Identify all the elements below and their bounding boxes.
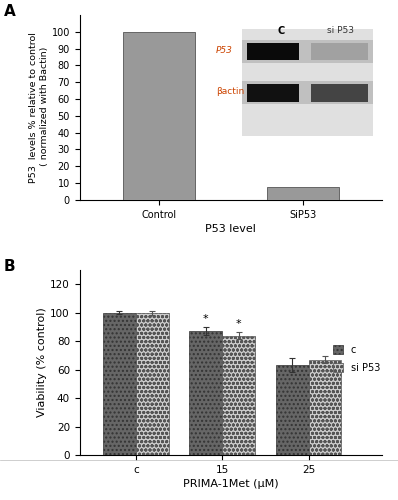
Bar — [267, 188, 339, 200]
Text: *: * — [203, 314, 209, 324]
Text: *: * — [236, 319, 242, 329]
Y-axis label: Viability (% control): Viability (% control) — [37, 308, 47, 418]
Bar — [189, 332, 222, 455]
X-axis label: P53 level: P53 level — [205, 224, 256, 234]
Bar — [136, 313, 169, 455]
Bar — [103, 313, 136, 455]
Bar — [276, 364, 308, 455]
Bar — [308, 360, 341, 455]
Legend: c, si P53: c, si P53 — [331, 342, 383, 376]
Text: A: A — [4, 4, 16, 19]
Text: B: B — [4, 259, 16, 274]
X-axis label: PRIMA-1Met (μM): PRIMA-1Met (μM) — [183, 479, 279, 489]
Bar — [123, 32, 195, 200]
Bar — [222, 336, 255, 455]
Y-axis label: P53  levels % relative to control
 ( normalized with Bactin): P53 levels % relative to control ( norma… — [29, 32, 49, 183]
